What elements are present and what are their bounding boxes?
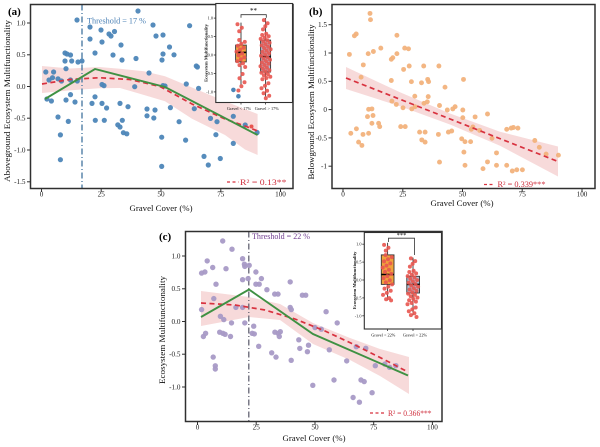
svg-text:1.0: 1.0 xyxy=(356,242,361,247)
svg-text:0.5: 0.5 xyxy=(356,260,361,265)
svg-text:(a): (a) xyxy=(8,6,21,18)
svg-text:Gravel > 17%: Gravel > 17% xyxy=(255,106,280,111)
svg-text:Belowground Ecosystem Multifun: Belowground Ecosystem Multifunctionality xyxy=(307,24,316,180)
svg-text:-1.5: -1.5 xyxy=(14,178,26,186)
svg-text:Gravel Cover (%): Gravel Cover (%) xyxy=(282,433,345,443)
svg-text:1.5: 1.5 xyxy=(318,21,327,29)
svg-text:75: 75 xyxy=(519,191,527,199)
svg-text:50: 50 xyxy=(157,191,165,199)
svg-text:0.5: 0.5 xyxy=(208,34,213,39)
svg-text:-0.5: -0.5 xyxy=(14,115,26,123)
svg-text:-1.0: -1.0 xyxy=(14,146,26,154)
svg-text:100: 100 xyxy=(275,191,286,199)
svg-text:R² = 0.366***: R² = 0.366*** xyxy=(388,409,432,418)
svg-text:Threshold = 22 %: Threshold = 22 % xyxy=(252,231,310,241)
svg-text:50: 50 xyxy=(459,191,467,199)
svg-text:-0.5: -0.5 xyxy=(169,351,181,359)
svg-text:(c): (c) xyxy=(159,231,172,243)
svg-text:***: *** xyxy=(397,232,407,239)
svg-text:-0.5: -0.5 xyxy=(206,71,213,76)
svg-text:-1.0: -1.0 xyxy=(206,89,213,94)
svg-text:0: 0 xyxy=(196,424,200,432)
svg-text:-0.5: -0.5 xyxy=(316,134,328,142)
svg-text:R² = 0.339***: R² = 0.339*** xyxy=(498,180,546,189)
svg-text:25: 25 xyxy=(98,191,106,199)
svg-text:Threshold = 17 %: Threshold = 17 % xyxy=(87,16,146,26)
svg-text:1.0: 1.0 xyxy=(208,16,213,21)
svg-text:0.5: 0.5 xyxy=(318,78,327,86)
svg-text:0.0: 0.0 xyxy=(356,278,361,283)
svg-text:(b): (b) xyxy=(309,6,323,18)
svg-text:Gravel Cover (%): Gravel Cover (%) xyxy=(430,198,493,208)
svg-text:R² = 0.13**: R² = 0.13** xyxy=(240,178,287,187)
svg-text:100: 100 xyxy=(427,424,438,432)
svg-text:Ecosystem Multifunctionality: Ecosystem Multifunctionality xyxy=(204,23,209,82)
svg-text:**: ** xyxy=(250,7,258,15)
svg-text:-0.5: -0.5 xyxy=(355,295,362,300)
svg-text:75: 75 xyxy=(370,424,378,432)
svg-text:0.5: 0.5 xyxy=(17,51,26,59)
svg-text:0: 0 xyxy=(40,191,44,199)
svg-text:1.0: 1.0 xyxy=(17,19,26,27)
svg-text:Gravel < 17%: Gravel < 17% xyxy=(227,106,252,111)
svg-text:0.0: 0.0 xyxy=(17,83,26,91)
svg-text:Gravel < 22%: Gravel < 22% xyxy=(371,333,396,338)
svg-text:0.0: 0.0 xyxy=(172,318,181,326)
svg-text:1.0: 1.0 xyxy=(172,252,181,260)
svg-text:Gravel Cover (%): Gravel Cover (%) xyxy=(129,203,192,213)
svg-text:75: 75 xyxy=(217,191,225,199)
svg-text:-1: -1 xyxy=(321,163,327,171)
svg-text:25: 25 xyxy=(253,424,261,432)
svg-text:Ecosystem Multifunctionality: Ecosystem Multifunctionality xyxy=(352,251,357,310)
svg-text:25: 25 xyxy=(399,191,407,199)
svg-text:0.0: 0.0 xyxy=(208,53,213,58)
svg-text:0.5: 0.5 xyxy=(172,285,181,293)
svg-text:-1.0: -1.0 xyxy=(169,383,181,391)
svg-text:0: 0 xyxy=(341,191,345,199)
svg-text:0: 0 xyxy=(323,106,327,114)
svg-text:-1.0: -1.0 xyxy=(355,313,362,318)
svg-text:100: 100 xyxy=(577,191,588,199)
svg-text:50: 50 xyxy=(311,424,319,432)
svg-text:Ecosystem Multifunctionality: Ecosystem Multifunctionality xyxy=(158,275,167,384)
svg-text:1: 1 xyxy=(323,49,327,57)
svg-text:Aboveground Ecosystem Multifun: Aboveground Ecosystem Multifunctionality xyxy=(3,19,12,182)
svg-text:Gravel > 22%: Gravel > 22% xyxy=(403,333,428,338)
